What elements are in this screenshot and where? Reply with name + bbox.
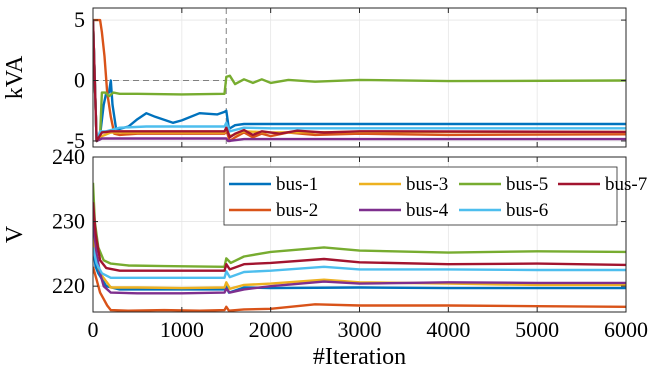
- bottom-ytick-label-2: 240: [52, 144, 85, 169]
- top-series-bus5: [93, 20, 626, 143]
- bottom-xlabel: #Iteration: [313, 344, 406, 370]
- bottom-ytick-label-1: 230: [52, 209, 85, 234]
- bottom-chart-voltage: 220 230 240 0 1000 2000 3000 4000 5000 6000 V #Iter…: [2, 144, 648, 370]
- top-series-bus7: [93, 20, 626, 143]
- legend-label-bus7: bus-7: [605, 174, 647, 195]
- top-ytick-label-0: -5: [67, 128, 85, 153]
- top-ytick-label-2: 5: [74, 7, 85, 32]
- top-ytick-label-1: 0: [74, 68, 85, 93]
- bottom-series-bus5: [93, 182, 626, 268]
- bottom-xtick-label-1: 1000: [160, 317, 204, 342]
- bottom-series-bus4: [93, 221, 626, 295]
- top-series-bus6: [93, 20, 626, 143]
- bottom-xtick-label-2: 2000: [249, 317, 293, 342]
- bottom-series-group: [93, 182, 626, 312]
- bottom-series-bus7: [93, 202, 626, 272]
- bottom-series-bus2: [93, 266, 626, 312]
- bottom-xtick-label-6: 6000: [604, 317, 648, 342]
- bottom-xtick-label-5: 5000: [515, 317, 559, 342]
- bottom-xtick-label-3: 3000: [338, 317, 382, 342]
- bottom-xtick-label-0: 0: [88, 317, 99, 342]
- legend-box: [223, 166, 618, 226]
- bottom-ylabel: V: [2, 225, 28, 243]
- top-chart-kva: -5 0 5 kVA: [2, 7, 627, 153]
- bottom-ytick-label-0: 220: [52, 273, 85, 298]
- legend-label-bus3: bus-3: [406, 174, 448, 195]
- bottom-xtick-label-4: 4000: [426, 317, 470, 342]
- legend-label-bus6: bus-6: [506, 200, 548, 221]
- legend-label-bus4: bus-4: [406, 200, 449, 221]
- legend-label-bus2: bus-2: [276, 200, 318, 221]
- legend-label-bus5: bus-5: [506, 174, 548, 195]
- legend-label-bus1: bus-1: [276, 174, 318, 195]
- legend: bus-1 bus-3 bus-5 bus-7 bus-2 bus-4 bus-6: [223, 166, 647, 226]
- bottom-series-bus6: [93, 247, 626, 279]
- top-ylabel: kVA: [2, 55, 28, 99]
